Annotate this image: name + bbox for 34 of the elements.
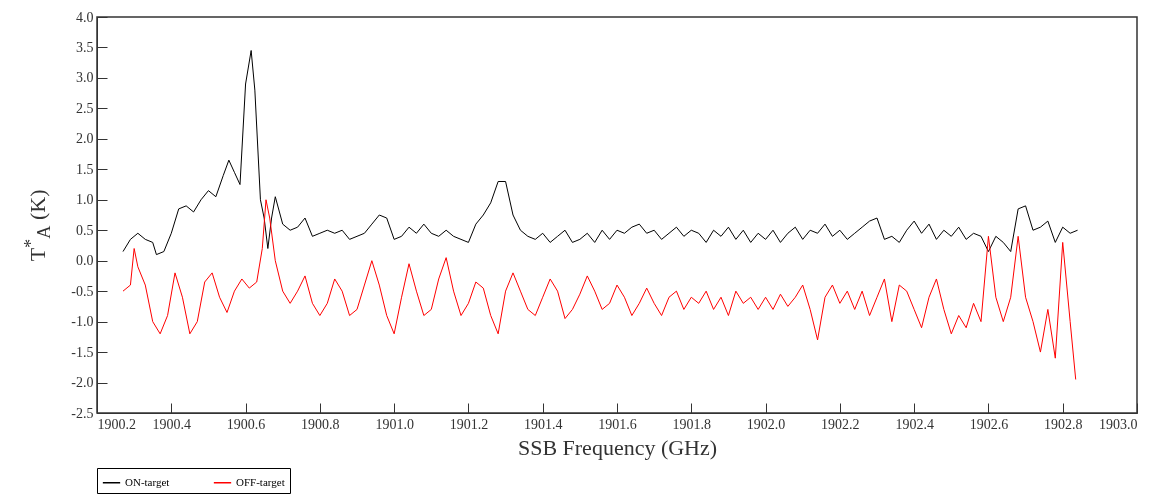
- x-tick-label: 1900.6: [226, 416, 266, 432]
- y-tick-label: 3.5: [76, 39, 94, 55]
- y-tick-label: -2.5: [71, 405, 94, 421]
- y-tick-label: -2.0: [71, 375, 94, 391]
- y-tick-label: 2.0: [76, 131, 94, 147]
- x-tick-label: 1901.2: [449, 416, 489, 432]
- x-tick-label: 1900.4: [152, 416, 192, 432]
- x-tick-label: 1902.0: [746, 416, 786, 432]
- y-tick-label: 0.0: [76, 253, 94, 269]
- x-tick-label: 1900.2: [97, 416, 136, 432]
- y-tick-label: 2.5: [76, 100, 94, 116]
- legend-label: ON-target: [125, 475, 170, 488]
- line-series: [122, 50, 1079, 256]
- x-tick-label: 1901.6: [598, 416, 637, 432]
- y-tick-label: 0.5: [76, 222, 94, 238]
- y-tick-label: 3.0: [76, 70, 94, 86]
- x-tick-label: 1902.8: [1043, 416, 1083, 432]
- x-tick-label: 1901.0: [375, 416, 414, 432]
- x-tick-label: 1900.8: [301, 416, 340, 432]
- x-tick-label: 1901.4: [523, 416, 563, 432]
- x-tick-label: 1903.0: [1099, 416, 1138, 432]
- x-axis-title: SSB Frequency (GHz): [517, 434, 718, 460]
- x-tick-label: 1902.6: [969, 416, 1009, 432]
- y-tick-label: -1.0: [71, 314, 94, 330]
- y-tick-label: 1.5: [76, 161, 94, 177]
- x-tick-label: 1902.4: [895, 416, 934, 432]
- line-series: [122, 199, 1077, 380]
- legend-label: OFF-target: [236, 475, 285, 488]
- x-tick-label: 1902.2: [821, 416, 860, 432]
- y-tick-label: 1.0: [76, 192, 94, 208]
- y-tick-label: 4.0: [76, 9, 94, 25]
- y-tick-label: -0.5: [71, 283, 94, 299]
- x-tick-label: 1901.8: [672, 416, 712, 432]
- y-tick-label: -1.5: [71, 344, 94, 360]
